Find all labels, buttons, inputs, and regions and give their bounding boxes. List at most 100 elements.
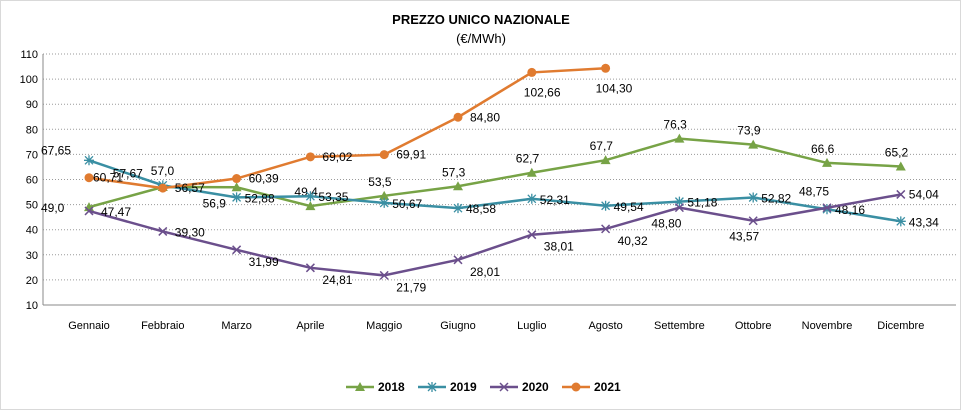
data-point-2018 [748, 139, 759, 149]
data-label-2019: 52,88 [245, 191, 275, 205]
data-point-2021 [232, 174, 242, 184]
data-label-2021: 56,57 [175, 181, 205, 195]
data-label-2020: 47,47 [101, 205, 131, 219]
legend-label-2020: 2020 [522, 380, 549, 394]
data-point-2019 [305, 191, 316, 202]
data-label-2020: 39,30 [175, 225, 205, 239]
data-point-2020 [453, 255, 463, 265]
data-point-2019 [84, 155, 94, 166]
data-point-2018 [674, 133, 685, 143]
x-tick-label: Novembre [802, 320, 853, 332]
data-point-2020 [379, 270, 389, 280]
data-label-2020: 38,01 [544, 240, 574, 254]
y-tick-label: 20 [26, 275, 38, 287]
data-label-2021: 60,71 [93, 171, 123, 185]
data-point-2020 [822, 203, 832, 213]
data-point-2021 [379, 150, 389, 160]
data-point-2020 [601, 224, 611, 234]
data-point-2021 [453, 112, 463, 122]
series-line-2021 [88, 67, 606, 190]
y-tick-label: 100 [20, 74, 38, 86]
series-line-2018 [88, 137, 901, 209]
x-tick-label: Agosto [588, 320, 622, 332]
data-point-2020 [896, 189, 906, 199]
y-tick-label: 50 [26, 200, 38, 212]
y-tick-label: 110 [20, 49, 38, 61]
data-point-2021 [601, 63, 611, 73]
data-point-2019 [526, 193, 537, 204]
y-tick-label: 80 [26, 124, 38, 136]
y-tick-label: 30 [26, 250, 38, 262]
legend-marker-2020 [499, 382, 509, 392]
data-label-2019: 49,54 [614, 200, 644, 214]
data-label-2020: 48,75 [799, 185, 829, 199]
data-point-2020 [748, 216, 758, 226]
x-tick-label: Settembre [654, 320, 705, 332]
data-label-2018: 49,0 [41, 201, 65, 215]
data-label-2020: 31,99 [249, 255, 279, 269]
x-tick-label: Gennaio [68, 320, 110, 332]
data-point-2019 [895, 216, 906, 227]
data-point-2019 [674, 196, 685, 207]
data-point-2020 [674, 203, 684, 213]
legend-label-2018: 2018 [378, 380, 405, 394]
legend-label-2021: 2021 [594, 380, 621, 394]
data-label-2021: 69,91 [396, 148, 426, 162]
data-label-2020: 40,32 [618, 234, 648, 248]
y-tick-label: 70 [26, 149, 38, 161]
data-point-2018 [379, 190, 390, 200]
data-label-2020: 43,57 [729, 230, 759, 244]
legend-marker-2019 [427, 382, 437, 392]
data-point-2018 [895, 161, 906, 171]
data-point-2021 [158, 183, 168, 193]
x-tick-label: Febbraio [141, 320, 184, 332]
y-tick-label: 90 [26, 99, 38, 111]
data-label-2018: 57,3 [442, 165, 466, 179]
data-point-2019 [231, 192, 242, 203]
data-point-2018 [453, 181, 463, 191]
data-point-2019 [600, 200, 611, 211]
data-label-2019: 43,34 [909, 215, 939, 229]
data-label-2021: 84,80 [470, 110, 500, 124]
data-point-2018 [526, 167, 537, 177]
data-point-2021 [84, 173, 94, 183]
data-point-2021 [305, 152, 315, 162]
data-label-2021: 60,39 [249, 172, 279, 186]
data-label-2019: 53,35 [318, 190, 348, 204]
data-point-2020 [158, 226, 168, 236]
data-point-2020 [232, 245, 242, 255]
data-point-2018 [305, 201, 316, 211]
data-label-2019: 57,67 [113, 166, 143, 180]
data-label-2018: 65,2 [885, 145, 909, 159]
data-label-2018: 67,7 [590, 139, 614, 153]
legend-label-2019: 2019 [450, 380, 477, 394]
data-label-2018: 62,7 [516, 152, 540, 166]
data-point-2018 [822, 157, 832, 167]
y-tick-label: 60 [26, 175, 38, 187]
data-label-2018: 53,5 [368, 175, 392, 189]
data-point-2019 [822, 204, 832, 215]
data-label-2018: 56,9 [203, 196, 227, 210]
x-tick-label: Giugno [440, 320, 475, 332]
data-point-2020 [305, 263, 315, 273]
data-point-2019 [748, 192, 759, 203]
x-tick-label: Luglio [517, 320, 546, 332]
y-tick-label: 10 [26, 300, 38, 312]
data-label-2019: 48,58 [466, 202, 496, 216]
data-label-2019: 51,18 [687, 196, 717, 210]
series-line-2020 [88, 193, 902, 277]
data-label-2019: 52,31 [540, 193, 570, 207]
data-label-2019: 67,65 [41, 143, 71, 157]
data-label-2020: 21,79 [396, 280, 426, 294]
data-point-2019 [379, 197, 390, 208]
chart-subtitle: (€/MWh) [456, 31, 506, 46]
data-label-2021: 104,30 [596, 81, 633, 95]
y-tick-label: 40 [26, 225, 38, 237]
data-label-2018: 57,0 [151, 164, 175, 178]
legend-marker-2021 [571, 382, 581, 392]
data-label-2018: 73,9 [737, 124, 761, 138]
data-label-2020: 54,04 [909, 187, 939, 201]
data-point-2021 [527, 67, 537, 77]
x-tick-label: Maggio [366, 320, 402, 332]
